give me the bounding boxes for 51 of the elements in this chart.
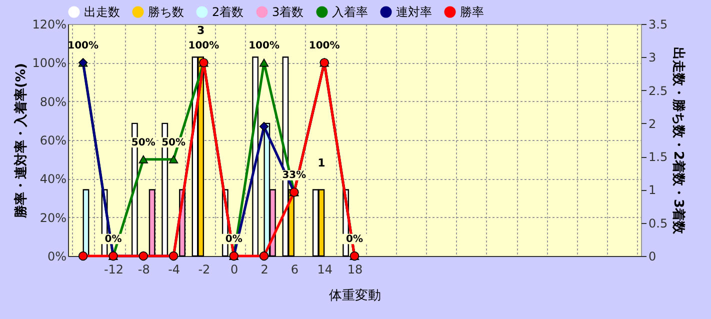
x-tick-label: 14 <box>317 262 332 276</box>
data-label: 3 <box>196 24 205 38</box>
data-label: 100% <box>308 40 340 52</box>
data-label: 0% <box>225 234 242 245</box>
y-tick-label: 80% <box>40 94 66 109</box>
legend-label: 勝率 <box>460 5 484 19</box>
x-tick-label: 2 <box>260 262 268 276</box>
x-tick-label: 18 <box>347 262 363 276</box>
y-axis-title: 勝率・連対率・入着率(%) <box>13 63 30 219</box>
y2-tick-label: 1 <box>648 183 656 198</box>
data-label: 100% <box>248 40 280 52</box>
y2-tick-label: 1.5 <box>648 150 668 164</box>
data-label: 50% <box>162 137 186 148</box>
data-label: 33% <box>282 170 306 182</box>
y2-tick-label: 2.5 <box>648 84 668 98</box>
legend-label: 勝ち数 <box>148 5 184 19</box>
x-tick-label: -8 <box>138 262 150 276</box>
y-tick-label: 20% <box>40 210 66 225</box>
x-tick-label: -2 <box>198 262 210 276</box>
point <box>259 251 269 261</box>
x-axis-title: 体重変動 <box>329 288 381 304</box>
point <box>78 251 88 261</box>
x-tick-label: 6 <box>290 262 299 276</box>
data-label: 1 <box>318 156 326 170</box>
x-tick-label: 0 <box>230 262 238 276</box>
point <box>259 122 269 132</box>
data-label: 50% <box>131 137 156 148</box>
legend-label: 3着数 <box>272 5 304 19</box>
y2-tick-label: 0.5 <box>648 216 668 230</box>
y2-tick-label: 3 <box>648 50 656 65</box>
data-label: 100% <box>188 40 220 52</box>
data-label: 0% <box>104 234 122 245</box>
point <box>168 155 178 164</box>
legend-label: 出走数 <box>84 5 120 19</box>
legend-label: 入着率 <box>332 5 368 19</box>
legend-label: 2着数 <box>212 5 244 19</box>
y-tick-label: 100% <box>32 56 66 70</box>
legend-label: 連対率 <box>396 5 432 19</box>
y2-axis-title: 出走数・勝ち数・2着数・3着数 <box>670 46 687 236</box>
x-tick-label: -12 <box>104 262 124 276</box>
point <box>259 58 269 67</box>
y-tick-label: 60% <box>40 134 66 148</box>
y-tick-label: 40% <box>40 172 66 186</box>
data-label: 0% <box>346 234 363 245</box>
y2-tick-label: 2 <box>648 116 656 131</box>
y2-tick-label: 3.5 <box>648 18 668 32</box>
y-tick-label: 0% <box>47 250 66 264</box>
point <box>138 155 148 164</box>
x-tick-label: -4 <box>168 262 180 276</box>
y2-tick-label: 0 <box>648 250 656 264</box>
y-tick-label: 120% <box>32 18 66 32</box>
